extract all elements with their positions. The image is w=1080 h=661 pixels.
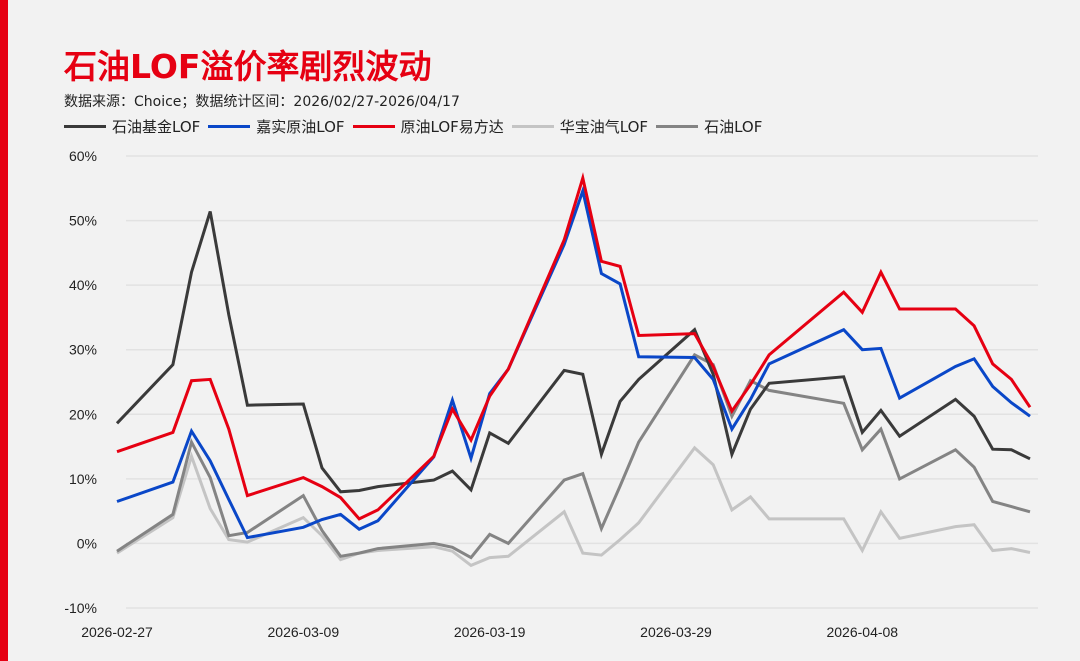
- legend-item: 原油LOF易方达: [352, 116, 504, 137]
- x-tick-label: 2026-03-09: [268, 624, 340, 640]
- legend-label: 嘉实原油LOF: [256, 118, 345, 136]
- legend-label: 华宝油气LOF: [559, 118, 649, 136]
- y-axis: -10% 0% 10% 20% 30% 40% 50% 60%: [64, 148, 97, 616]
- legend-swatch: [656, 125, 699, 128]
- series-line-2: [116, 172, 1032, 521]
- accent-bar: [0, 0, 8, 661]
- x-axis: 2026-02-27 2026-03-09 2026-03-19 2026-03-29…: [81, 624, 898, 640]
- legend-swatch: [64, 125, 106, 128]
- y-tick-label: 20%: [69, 406, 97, 422]
- legend-item: 嘉实原油LOF: [208, 116, 345, 137]
- x-tick-label: 2026-03-19: [454, 624, 526, 640]
- series-line-1: [116, 185, 1031, 540]
- chart-title: 石油LOF溢价率剧烈波动: [64, 47, 432, 86]
- series-lines: [115, 172, 1032, 568]
- legend-swatch: [352, 125, 395, 128]
- legend-swatch: [208, 125, 251, 128]
- series-line-3: [116, 445, 1031, 568]
- x-tick-label: 2026-02-27: [81, 624, 153, 640]
- y-tick-label: 10%: [69, 471, 97, 487]
- legend-swatch: [511, 125, 554, 128]
- legend-label: 原油LOF易方达: [400, 118, 504, 136]
- x-tick-label: 2026-03-29: [640, 624, 712, 640]
- y-tick-label: 40%: [69, 277, 97, 293]
- legend-item: 华宝油气LOF: [511, 116, 649, 137]
- gridlines: [126, 155, 1038, 609]
- legend: 石油基金LOF 嘉实原油LOF 原油LOF易方达 华宝油气LOF 石油LOF: [64, 116, 770, 137]
- series-line-0: [115, 211, 1031, 494]
- legend-item: 石油LOF: [656, 116, 762, 137]
- y-tick-label: -10%: [64, 600, 97, 616]
- series-line-4: [116, 352, 1031, 560]
- legend-label: 石油基金LOF: [112, 118, 201, 136]
- y-tick-label: 60%: [69, 148, 97, 164]
- chart-subtitle: 数据来源：Choice；数据统计区间：2026/02/27-2026/04/17: [64, 94, 460, 110]
- y-tick-label: 50%: [69, 213, 97, 229]
- y-tick-label: 30%: [69, 342, 97, 358]
- legend-item: 石油基金LOF: [64, 116, 200, 137]
- legend-label: 石油LOF: [704, 118, 763, 136]
- y-tick-label: 0%: [77, 535, 97, 551]
- x-tick-label: 2026-04-08: [826, 624, 898, 640]
